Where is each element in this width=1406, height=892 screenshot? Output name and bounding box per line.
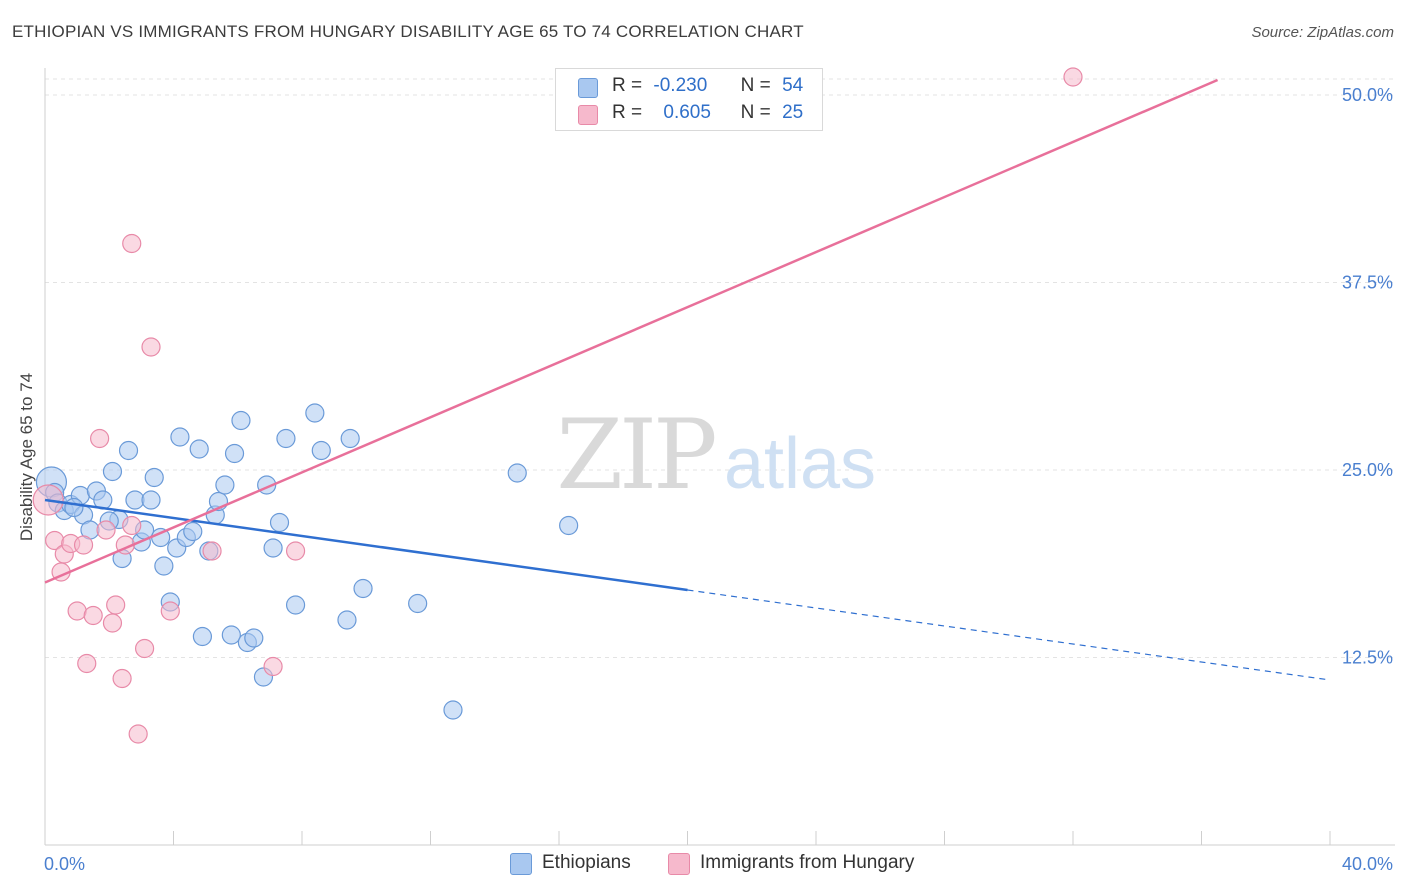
hungary-point — [77, 653, 97, 674]
ethiopians-point — [507, 463, 527, 483]
hungary-point — [134, 638, 155, 659]
ethiopians-point — [141, 490, 161, 510]
ethiopians-point — [192, 626, 213, 647]
x-tick-label: 0.0% — [44, 854, 85, 874]
hungary-point — [202, 541, 222, 561]
hungary-point — [67, 601, 87, 621]
hungary-point — [83, 605, 103, 626]
ethiopians-point — [215, 475, 235, 495]
ethiopians-trend-extension — [687, 589, 1331, 681]
x-tick-label: 40.0% — [1342, 854, 1393, 874]
hungary-trend-line — [44, 78, 1219, 584]
watermark-zip: ZIP — [556, 399, 715, 511]
hungary-point — [73, 535, 94, 555]
hungary-point — [122, 233, 142, 254]
hungary-point — [106, 595, 126, 615]
ethiopians-point — [311, 440, 331, 461]
hungary-point — [1063, 67, 1083, 87]
ethiopians-point — [305, 403, 325, 423]
ethiopians-point — [244, 628, 264, 648]
ethiopians-point — [276, 428, 296, 449]
r-value: 0.605 — [663, 102, 711, 123]
y-tick-label: 37.5% — [1342, 273, 1393, 293]
hungary-point — [102, 613, 123, 633]
legend-label: Immigrants from Hungary — [700, 852, 915, 873]
ethiopians-swatch — [578, 78, 598, 98]
n-label: N = — [740, 75, 771, 96]
hungary-point — [128, 724, 148, 744]
n-label: N = — [740, 102, 771, 123]
ethiopians-point — [221, 625, 241, 645]
ethiopians-point — [118, 440, 139, 461]
y-tick-label: 25.0% — [1342, 460, 1393, 480]
hungary-legend-swatch — [668, 853, 690, 875]
ethiopians-point — [144, 467, 164, 488]
hungary-point — [96, 520, 116, 540]
hungary-point — [141, 337, 161, 357]
hungary-point — [112, 668, 132, 689]
ethiopians-point — [183, 521, 203, 542]
hungary-point — [263, 656, 283, 677]
y-axis-label: Disability Age 65 to 74 — [17, 373, 36, 541]
chart-title: ETHIOPIAN VS IMMIGRANTS FROM HUNGARY DIS… — [12, 22, 804, 41]
n-value: 54 — [782, 75, 804, 96]
ethiopians-point — [340, 428, 360, 449]
ethiopians-point — [285, 595, 306, 615]
ethiopians-point — [125, 490, 145, 510]
ethiopians-point — [102, 461, 123, 482]
ethiopians-legend-swatch — [510, 853, 532, 875]
hungary-point — [285, 541, 306, 561]
ethiopians-point — [170, 427, 190, 447]
ethiopians-point — [559, 515, 579, 536]
ethiopians-point — [64, 497, 84, 518]
hungary-point — [122, 515, 142, 536]
y-tick-label: 12.5% — [1342, 648, 1393, 668]
ethiopians-point — [224, 443, 245, 464]
r-label: R = — [612, 75, 643, 96]
ethiopians-point — [443, 700, 463, 720]
y-tick-label: 50.0% — [1342, 85, 1393, 105]
ethiopians-point — [353, 578, 373, 599]
watermark-atlas: atlas — [724, 424, 876, 504]
hungary-swatch — [578, 105, 598, 125]
ethiopians-point — [189, 439, 209, 459]
ethiopians-point — [154, 556, 174, 576]
r-label: R = — [612, 102, 643, 123]
ethiopians-point — [269, 512, 290, 533]
stats-legend: R = -0.230 N = 54 R = 0.605 N = 25 — [555, 68, 823, 131]
r-value: -0.230 — [653, 75, 708, 96]
ethiopians-point — [263, 538, 283, 558]
legend-label: Ethiopians — [542, 852, 631, 873]
hungary-point — [90, 428, 110, 449]
ethiopians-point — [408, 593, 428, 614]
ethiopians-trend-line — [44, 498, 688, 592]
ethiopians-point — [231, 410, 251, 431]
source-label: Source: ZipAtlas.com — [1251, 24, 1394, 41]
hungary-point — [160, 601, 180, 621]
n-value: 25 — [782, 102, 804, 123]
ethiopians-point — [337, 610, 357, 630]
